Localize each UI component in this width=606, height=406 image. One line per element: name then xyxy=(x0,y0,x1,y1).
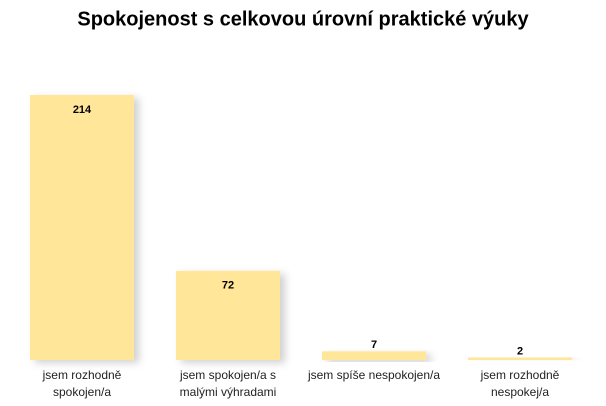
chart-title: Spokojenost s celkovou úrovní praktické … xyxy=(77,8,529,30)
bar xyxy=(30,95,134,360)
x-tick-label: jsem spíše nespokojen/a xyxy=(307,368,441,382)
x-tick-label: jsem rozhodně nespokej/a xyxy=(480,368,560,399)
bar xyxy=(322,351,426,360)
bar xyxy=(176,270,280,360)
value-label: 7 xyxy=(371,339,377,351)
value-label: 214 xyxy=(73,104,92,116)
value-label: 2 xyxy=(517,345,523,357)
x-tick-label: jsem spokojen/a s malými výhradami xyxy=(179,368,277,399)
bar xyxy=(468,357,572,360)
x-tick-label: jsem rozhodně spokojen/a xyxy=(42,368,122,399)
value-label: 72 xyxy=(222,280,234,292)
